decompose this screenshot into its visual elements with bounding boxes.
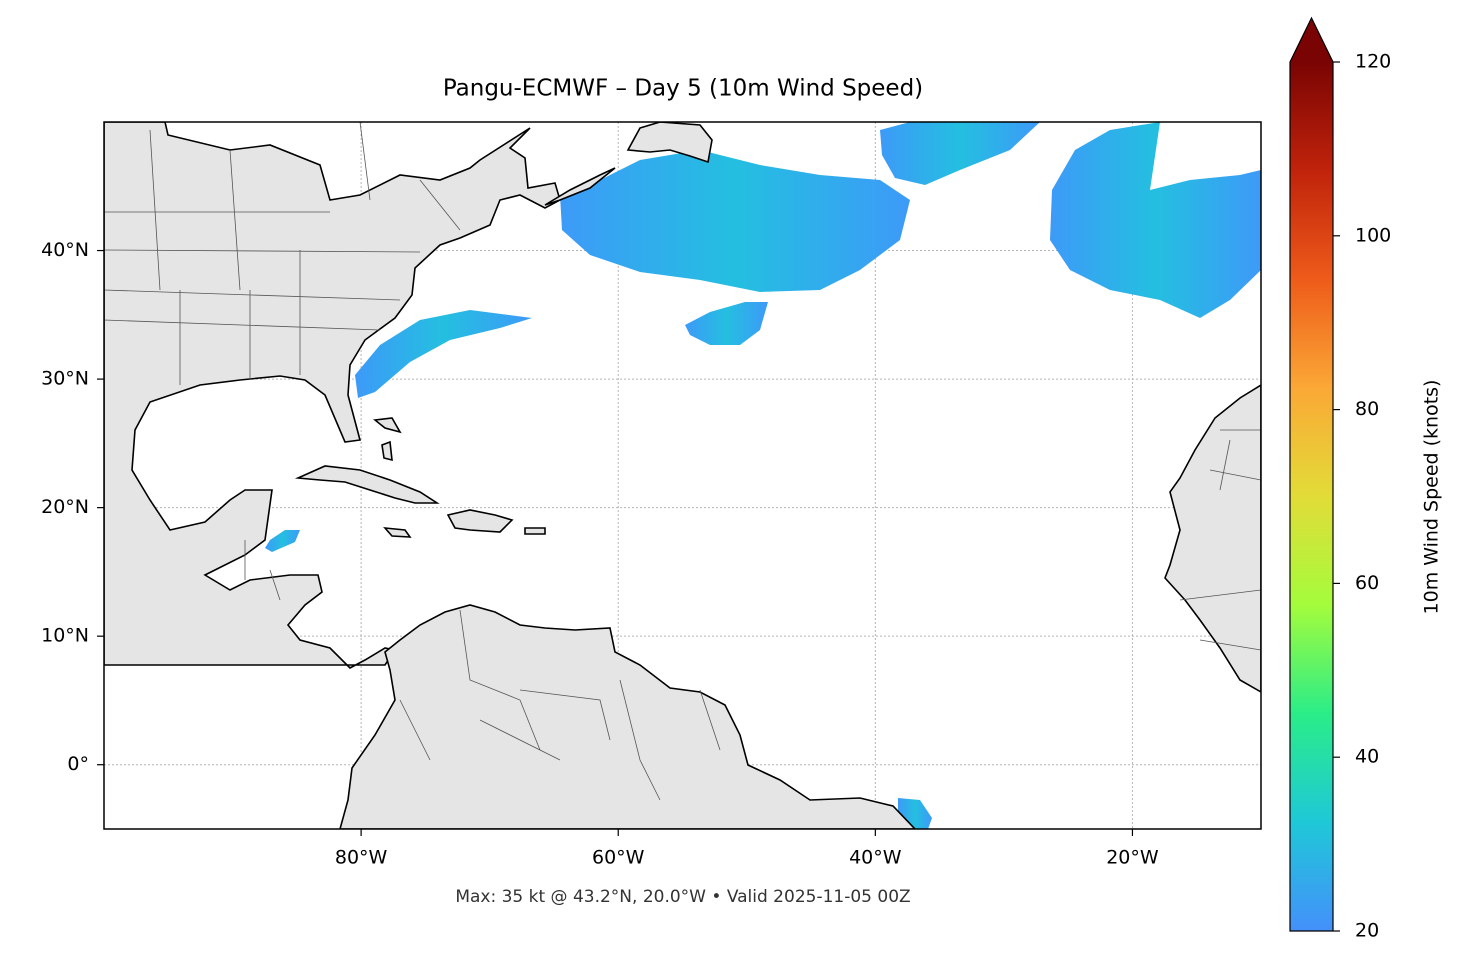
land xyxy=(104,122,1261,829)
colorbar-tick-label: 120 xyxy=(1355,51,1391,73)
colorbar-frame xyxy=(1289,16,1334,932)
x-tick-label: 80°W xyxy=(335,847,388,869)
wind-patch xyxy=(880,122,1040,185)
colorbar-extend xyxy=(1290,18,1333,62)
y-tick-label: 20°N xyxy=(41,496,89,518)
colorbar-tick-label: 80 xyxy=(1355,398,1379,420)
colorbar: 20 40 60 80 100 120 xyxy=(1289,16,1391,942)
south-america xyxy=(339,604,917,829)
plot-frame xyxy=(103,121,1262,830)
x-tick-label: 60°W xyxy=(592,847,645,869)
colorbar-tick-label: 60 xyxy=(1355,572,1379,594)
wind-patch xyxy=(560,150,910,292)
africa xyxy=(1164,384,1261,693)
wind-patch xyxy=(355,310,532,398)
puerto-rico xyxy=(524,527,546,535)
x-tick-label: 40°W xyxy=(849,847,902,869)
wind-patch xyxy=(685,302,768,345)
colorbar-scale xyxy=(1290,62,1333,931)
map-area xyxy=(104,122,1261,829)
y-tick-label: 40°N xyxy=(41,239,89,261)
wind-patch xyxy=(1050,122,1261,318)
hispaniola xyxy=(446,509,514,533)
y-tick-label: 10°N xyxy=(41,625,89,647)
bahamas xyxy=(373,417,402,462)
newfoundland xyxy=(626,122,713,164)
colorbar-tick-label: 100 xyxy=(1355,224,1391,246)
footnote: Max: 35 kt @ 43.2°N, 20.0°W • Valid 2025… xyxy=(455,887,910,907)
colorbar-label: 10m Wind Speed (knots) xyxy=(1421,380,1443,615)
y-tick-label: 30°N xyxy=(41,368,89,390)
x-tick-label: 20°W xyxy=(1106,847,1159,869)
y-tick-label: 0° xyxy=(67,753,89,775)
chart-title: Pangu-ECMWF – Day 5 (10m Wind Speed) xyxy=(443,76,923,102)
borders xyxy=(104,122,1261,801)
wind-patch xyxy=(265,530,300,552)
cuba xyxy=(294,465,440,504)
colorbar-tick-label: 40 xyxy=(1355,746,1379,768)
nova-scotia xyxy=(544,167,616,206)
north-america xyxy=(104,122,561,669)
wind-field xyxy=(140,122,1261,829)
colorbar-tick-label: 20 xyxy=(1355,920,1379,942)
jamaica xyxy=(383,527,412,538)
